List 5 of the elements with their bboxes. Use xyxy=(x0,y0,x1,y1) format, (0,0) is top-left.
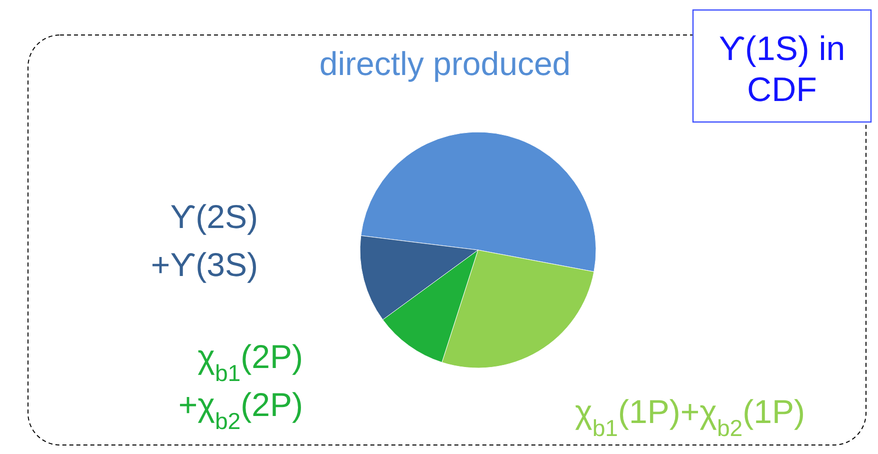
slice-label: χ$_{b1}$(1P)+χ$_{b2}$(1P) xyxy=(575,393,805,441)
chart-title: ϒ(1S) in CDF xyxy=(718,30,846,109)
slice-label: χ$_{b1}$(2P)+χ$_{b2}$(2P) xyxy=(178,338,303,434)
slice-label: directly produced xyxy=(319,45,571,82)
slice-label: ϒ(2S)+ϒ(3S) xyxy=(150,198,258,283)
